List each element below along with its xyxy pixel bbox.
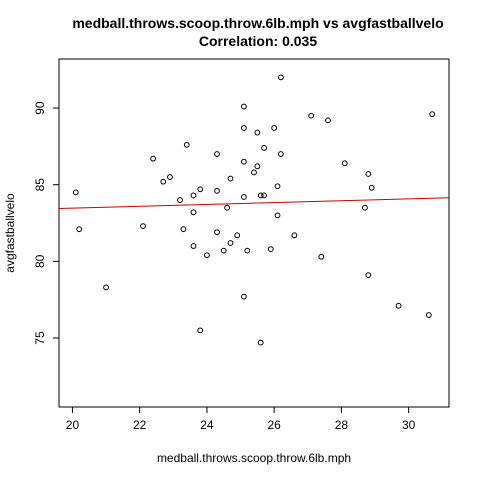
data-point — [308, 112, 315, 119]
data-point — [318, 253, 325, 260]
data-point — [251, 169, 257, 176]
data-point — [214, 187, 220, 194]
data-point — [274, 183, 281, 190]
data-points — [72, 74, 436, 346]
data-point — [140, 223, 146, 230]
data-point — [244, 247, 251, 254]
y-tick-label: 90 — [33, 101, 47, 115]
data-point — [395, 302, 402, 309]
data-point — [241, 158, 247, 165]
data-point — [365, 272, 372, 279]
data-point — [291, 232, 298, 239]
data-point — [197, 186, 204, 193]
data-point — [190, 209, 197, 216]
data-point — [197, 327, 204, 334]
data-point — [241, 194, 247, 200]
data-point — [224, 204, 231, 211]
y-tick-label: 80 — [33, 254, 47, 268]
data-point — [72, 189, 79, 196]
chart-title: medball.throws.scoop.throw.6lb.mph vs av… — [72, 15, 443, 31]
data-point — [177, 197, 183, 203]
data-point — [183, 141, 190, 148]
regression-line — [58, 197, 450, 209]
data-point — [261, 192, 267, 199]
data-point — [214, 229, 220, 236]
data-point — [160, 178, 167, 185]
data-point — [241, 125, 247, 131]
data-point — [167, 174, 173, 180]
data-point — [267, 246, 274, 252]
y-tick-label: 75 — [33, 331, 47, 345]
data-point — [362, 204, 368, 211]
y-axis-label: avgfastballvelo — [3, 193, 17, 273]
data-point — [254, 163, 261, 170]
x-tick-label: 24 — [200, 418, 214, 432]
y-axis: 75 80 85 90 — [33, 101, 59, 345]
data-point — [180, 226, 187, 233]
data-point — [429, 111, 436, 118]
data-point — [204, 252, 210, 259]
x-axis-label: medball.throws.scoop.throw.6lb.mph — [157, 451, 351, 465]
x-tick-label: 20 — [66, 418, 80, 432]
x-tick-label: 28 — [335, 418, 349, 432]
data-point — [190, 192, 197, 199]
data-point — [277, 74, 284, 81]
data-point — [190, 243, 197, 249]
data-point — [425, 312, 432, 318]
plot-frame — [58, 58, 450, 408]
data-point — [227, 240, 234, 246]
data-point — [76, 226, 83, 233]
data-point — [227, 175, 234, 182]
x-axis: 20 22 24 26 28 30 — [66, 407, 416, 432]
chart-subtitle: Correlation: 0.035 — [199, 33, 317, 49]
data-point — [277, 151, 284, 157]
data-point — [234, 232, 241, 239]
data-point — [214, 151, 220, 157]
data-point — [274, 212, 281, 219]
data-point — [254, 129, 261, 136]
y-tick-label: 85 — [33, 178, 47, 192]
data-point — [341, 160, 348, 167]
data-point — [257, 339, 264, 346]
data-point — [220, 247, 227, 254]
data-point — [261, 145, 267, 151]
data-point — [271, 125, 278, 131]
x-tick-label: 22 — [133, 418, 147, 432]
data-point — [368, 184, 375, 191]
data-point — [241, 293, 247, 300]
x-tick-label: 26 — [267, 418, 281, 432]
data-point — [103, 284, 109, 291]
data-point — [257, 192, 264, 199]
x-tick-label: 30 — [402, 418, 416, 432]
data-point — [241, 103, 247, 110]
data-point — [365, 171, 372, 177]
data-point — [325, 117, 331, 124]
data-point — [150, 155, 157, 162]
